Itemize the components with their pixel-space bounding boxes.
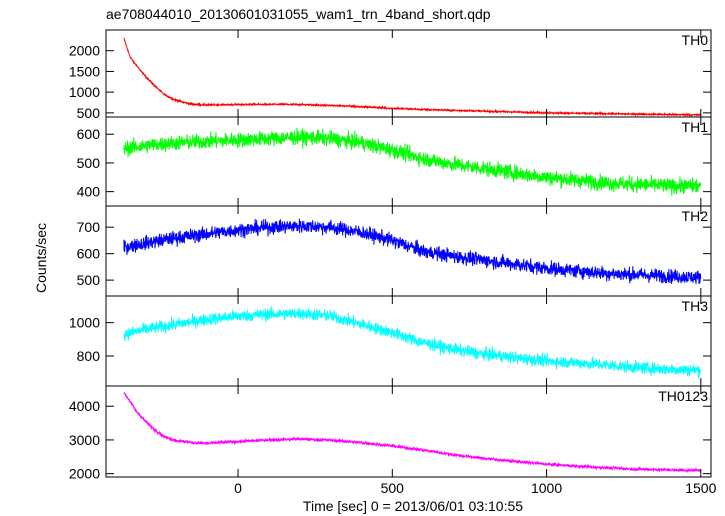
series-th0 [123, 37, 701, 118]
panel-label: TH0 [682, 32, 709, 48]
panel-label: TH0123 [658, 388, 708, 404]
panel-frame [105, 385, 712, 478]
series-th3 [123, 306, 702, 379]
panel-label: TH2 [682, 208, 709, 224]
panel-th1: 400 500 600 TH1 [77, 116, 712, 207]
y-axis-label: Counts/sec [33, 223, 49, 293]
y-tick-label: 500 [77, 105, 101, 121]
series-th0123 [123, 391, 702, 474]
y-tick-label: 1500 [69, 63, 100, 79]
chart-title: ae708044010_20130601031055_wam1_trn_4ban… [106, 6, 491, 22]
panels: 500 1000 1500 2000 TH0 400 500 600 TH1 500 600 700 T… [69, 29, 717, 496]
y-tick-label: 2000 [69, 466, 100, 482]
panel-frame [105, 116, 712, 207]
y-tick-label: 700 [77, 219, 101, 235]
series-th2 [123, 218, 702, 285]
y-tick-label: 1000 [69, 84, 100, 100]
x-tick-label: 500 [381, 480, 405, 496]
x-tick-label: 1500 [685, 480, 716, 496]
y-tick-label: 800 [77, 348, 101, 364]
panel-label: TH1 [682, 119, 709, 135]
panel-th0123: 2000 3000 4000 TH0123 [69, 385, 712, 482]
y-tick-label: 2000 [69, 43, 100, 59]
y-tick-label: 600 [77, 246, 101, 262]
y-tick-label: 4000 [69, 398, 100, 414]
panel-label: TH3 [682, 298, 709, 314]
x-axis-label: Time [sec] 0 = 2013/06/01 03:10:55 [303, 498, 523, 514]
y-tick-label: 400 [77, 184, 101, 200]
y-tick-label: 500 [77, 155, 101, 171]
y-tick-label: 600 [77, 126, 101, 142]
panel-th0: 500 1000 1500 2000 TH0 [69, 29, 712, 121]
panel-th3: 800 1000 TH3 [69, 295, 712, 387]
x-tick-label: 1000 [531, 480, 562, 496]
panel-frame [105, 205, 712, 297]
series-th1 [123, 127, 702, 196]
y-tick-label: 500 [77, 272, 101, 288]
y-tick-label: 3000 [69, 432, 100, 448]
y-tick-label: 1000 [69, 315, 100, 331]
panel-th2: 500 600 700 TH2 [77, 205, 712, 297]
x-tick-label: 0 [234, 480, 242, 496]
